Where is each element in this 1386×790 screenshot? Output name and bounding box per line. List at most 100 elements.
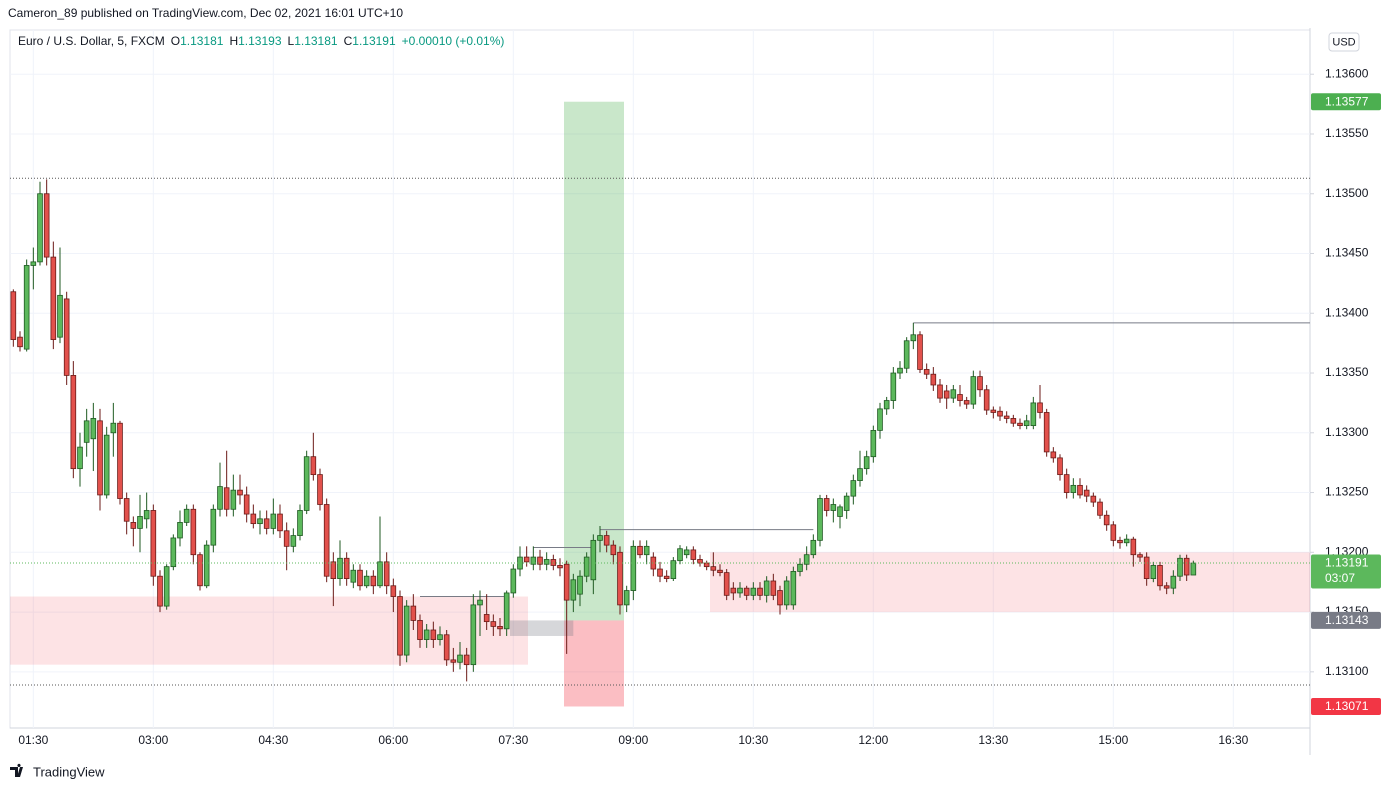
- legend-key: H: [229, 34, 238, 48]
- candle-body: [1010, 418, 1017, 424]
- candle-body: [463, 654, 470, 666]
- entry-price-label: 1.13143: [1325, 613, 1369, 627]
- candle-body: [57, 294, 63, 338]
- x-tick-label: 16:30: [1218, 733, 1248, 747]
- candle-body: [937, 384, 943, 399]
- candle-body: [497, 626, 503, 630]
- candle-body: [877, 408, 883, 431]
- candle-body: [883, 400, 890, 410]
- candle-body: [50, 256, 57, 340]
- candle-body: [137, 516, 143, 529]
- currency-label[interactable]: USD: [1332, 36, 1355, 48]
- candle-body: [163, 566, 170, 607]
- candle-body: [603, 535, 610, 546]
- candle-body: [123, 498, 130, 522]
- candle-body: [837, 506, 843, 517]
- candle-body: [697, 559, 703, 564]
- candle-body: [677, 548, 683, 562]
- candle-body: [857, 468, 863, 481]
- candle-body: [770, 580, 777, 596]
- candle-body: [237, 489, 243, 496]
- candle-body: [1050, 451, 1057, 459]
- candle-body: [330, 561, 337, 579]
- candle-body: [410, 605, 417, 621]
- candle-body: [290, 535, 297, 547]
- candle-body: [110, 422, 117, 434]
- candle-body: [443, 634, 450, 661]
- candle-body: [250, 513, 257, 525]
- candle-body: [1150, 565, 1157, 579]
- candle-body: [1130, 538, 1137, 556]
- candle-body: [377, 561, 383, 587]
- currency-button-box[interactable]: [1328, 32, 1360, 52]
- candle-body: [717, 569, 723, 574]
- candle-body: [730, 587, 737, 594]
- x-tick-label: 12:00: [858, 733, 888, 747]
- brand-icon: [10, 763, 23, 777]
- candle-body: [423, 629, 430, 640]
- x-tick-label: 15:00: [1098, 733, 1128, 747]
- candle-body: [1083, 489, 1090, 497]
- candle-body: [923, 369, 930, 375]
- candle-body: [557, 565, 563, 569]
- candle-body: [690, 549, 697, 560]
- candle-body: [590, 539, 597, 581]
- y-tick-label: 1.13250: [1325, 485, 1369, 499]
- candle-body: [783, 580, 790, 606]
- x-tick-label: 01:30: [18, 733, 48, 747]
- candle-body: [577, 575, 583, 595]
- candle-body: [583, 556, 590, 577]
- candle-body: [1003, 415, 1010, 419]
- candle-body: [1123, 538, 1130, 544]
- candle-body: [430, 629, 437, 640]
- candle-body: [750, 587, 757, 596]
- legend-key: C: [344, 34, 353, 48]
- candle-body: [903, 340, 910, 369]
- candle-body: [170, 537, 177, 568]
- candle-body: [817, 498, 823, 541]
- candle-body: [490, 621, 497, 627]
- candle-body: [597, 535, 603, 541]
- candle-body: [803, 554, 810, 565]
- y-tick-label: 1.13500: [1325, 186, 1369, 200]
- candle-body: [943, 390, 950, 399]
- candle-body: [963, 400, 970, 405]
- candle-body: [483, 614, 490, 623]
- candle-body: [743, 587, 750, 596]
- candle-body: [277, 513, 283, 532]
- candle-body: [1110, 524, 1117, 541]
- candle-body: [157, 575, 163, 607]
- candle-body: [543, 559, 550, 565]
- candle-body: [263, 518, 270, 529]
- candle-body: [97, 420, 103, 496]
- candle-body: [17, 336, 23, 348]
- ohlc-legend: Euro / U.S. Dollar, 5, FXCM O1.13181 H1.13…: [18, 34, 504, 48]
- candle-body: [350, 569, 357, 583]
- candle-body: [990, 409, 997, 413]
- target-price-label: 1.13577: [1325, 94, 1369, 108]
- candle-body: [370, 575, 377, 587]
- candle-body: [863, 456, 870, 470]
- candle-body: [570, 579, 577, 601]
- legend-value: 1.13193: [238, 34, 282, 48]
- x-tick-label: 03:00: [138, 733, 168, 747]
- candle-body: [117, 422, 123, 499]
- candle-body: [10, 291, 17, 340]
- candle-body: [630, 545, 637, 591]
- currency-button[interactable]: USD: [1328, 32, 1360, 52]
- last-price-label: 1.13191: [1325, 556, 1369, 570]
- candle-body: [757, 587, 763, 596]
- candle-body: [537, 556, 543, 565]
- candle-body: [1163, 585, 1170, 589]
- candle-body: [450, 659, 457, 663]
- candle-body: [1090, 495, 1097, 503]
- candle-body: [610, 544, 617, 556]
- legend-value: 1.13181: [294, 34, 338, 48]
- candle-body: [150, 510, 157, 577]
- candle-body: [703, 562, 710, 568]
- y-tick-label: 1.13400: [1325, 305, 1369, 319]
- candle-body: [357, 569, 363, 587]
- candle-body: [477, 599, 483, 606]
- target-price-label-box: [1311, 93, 1381, 111]
- last-price-label-box: [1311, 554, 1381, 589]
